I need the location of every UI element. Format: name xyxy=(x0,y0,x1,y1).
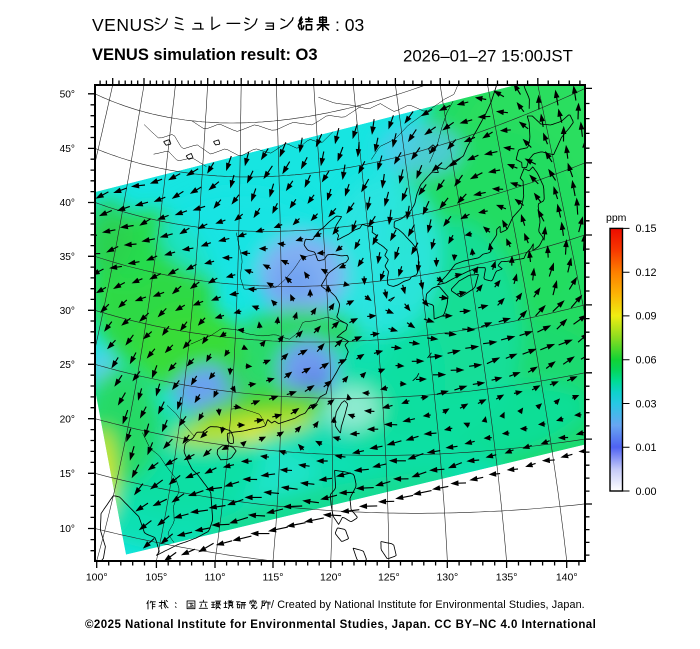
svg-text:115°: 115° xyxy=(263,572,284,584)
svg-text:0.00: 0.00 xyxy=(636,486,657,498)
svg-text:130°: 130° xyxy=(436,572,458,584)
svg-text:45°: 45° xyxy=(60,144,75,155)
svg-text:0.01: 0.01 xyxy=(636,442,657,454)
svg-text:0.09: 0.09 xyxy=(636,311,657,323)
svg-text:20°: 20° xyxy=(60,414,75,425)
svg-text:105°: 105° xyxy=(146,572,168,584)
svg-text:0.15: 0.15 xyxy=(636,223,657,235)
svg-text:140°: 140° xyxy=(556,572,578,584)
svg-text:120°: 120° xyxy=(320,572,342,584)
svg-text:50°: 50° xyxy=(60,89,75,100)
svg-text:30°: 30° xyxy=(60,306,75,317)
svg-text:0.12: 0.12 xyxy=(636,267,657,279)
svg-text:VENUS: VENUS xyxy=(92,15,155,35)
svg-text:100°: 100° xyxy=(86,572,108,584)
svg-text:40°: 40° xyxy=(60,198,75,209)
svg-text:15°: 15° xyxy=(60,469,75,480)
svg-text:110°: 110° xyxy=(205,572,226,584)
svg-text:125°: 125° xyxy=(378,572,400,584)
svg-text:ppm: ppm xyxy=(606,212,627,224)
svg-text:2026–01–27 15:00JST: 2026–01–27 15:00JST xyxy=(403,47,573,66)
svg-text:0.03: 0.03 xyxy=(636,398,657,410)
svg-text:135°: 135° xyxy=(496,572,518,584)
svg-text:25°: 25° xyxy=(60,360,75,371)
svg-text:/ Created by National Institut: / Created by National Institute for Envi… xyxy=(271,599,585,611)
svg-text:©2025 National Institute for E: ©2025 National Institute for Environment… xyxy=(85,619,596,631)
svg-text:10°: 10° xyxy=(60,524,75,535)
svg-text:VENUS simulation result: O3: VENUS simulation result: O3 xyxy=(92,46,318,64)
svg-text:35°: 35° xyxy=(60,252,75,263)
svg-text:: 03: : 03 xyxy=(335,15,364,35)
svg-text:0.06: 0.06 xyxy=(636,355,657,367)
